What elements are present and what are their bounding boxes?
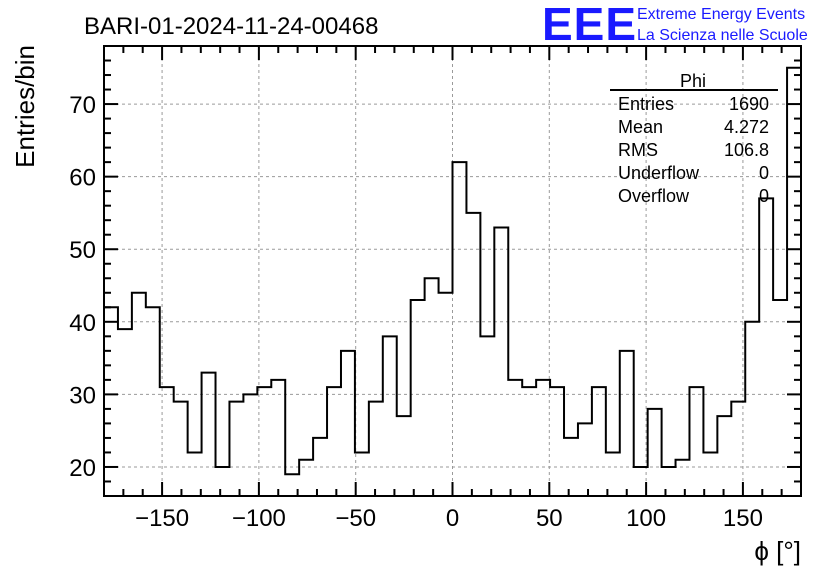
histogram-bin-1 (118, 329, 132, 496)
y-tick-label-3: 50 (69, 237, 96, 264)
histogram-bin-37 (620, 351, 634, 496)
histogram-bin-6 (188, 452, 202, 496)
x-tick-label-3: 0 (446, 505, 459, 532)
project-name-line2: La Scienza nelle Scuole (637, 27, 808, 44)
tick-labels: −150 −100 −50 0 50 100 150 20 30 40 50 60 70 (69, 92, 763, 532)
histogram-bin-32 (550, 387, 564, 496)
histogram-bin-2 (132, 293, 146, 496)
histogram-bin-15 (313, 438, 327, 496)
stats-value-rms: 106.8 (724, 140, 769, 160)
histogram-bin-20 (383, 336, 397, 496)
histogram-bin-34 (578, 423, 592, 496)
stats-value-mean: 4.272 (724, 117, 769, 137)
histogram-bin-9 (229, 402, 243, 496)
histogram-bin-33 (564, 438, 578, 496)
y-tick-label-0: 20 (69, 455, 96, 482)
histogram-bin-19 (369, 402, 383, 496)
stats-value-overflow: 0 (759, 186, 769, 206)
histogram-bin-27 (480, 336, 494, 496)
y-tick-label-1: 30 (69, 382, 96, 409)
histogram-bin-30 (522, 387, 536, 496)
stats-title: Phi (680, 71, 706, 91)
histogram-bin-18 (355, 452, 369, 496)
histogram-bin-22 (411, 300, 425, 496)
histogram-bin-48 (773, 300, 787, 496)
histogram-bin-7 (202, 373, 216, 496)
y-axis-title: Entries/bin (10, 45, 40, 168)
x-tick-label-5: 100 (626, 505, 666, 532)
histogram-bin-12 (271, 380, 285, 496)
chart-title: BARI-01-2024-11-24-00468 (84, 13, 378, 40)
histogram-bin-49 (787, 68, 801, 496)
x-tick-label-6: 150 (723, 505, 763, 532)
x-tick-label-2: −50 (335, 505, 376, 532)
histogram-bin-45 (731, 402, 745, 496)
y-tick-label-2: 40 (69, 310, 96, 337)
histogram-bin-5 (174, 402, 188, 496)
histogram-bin-4 (160, 387, 174, 496)
histogram-bin-41 (676, 460, 690, 496)
histogram-bin-46 (745, 322, 759, 496)
histogram-bin-17 (341, 351, 355, 496)
histogram-series (103, 66, 802, 496)
histogram-bin-31 (536, 380, 550, 496)
histogram-bin-25 (453, 162, 467, 496)
histogram-bin-14 (299, 460, 313, 496)
histogram-bin-35 (592, 387, 606, 496)
histogram-bin-28 (494, 227, 508, 496)
histogram-bin-47 (759, 198, 773, 496)
histogram-bin-11 (257, 387, 271, 496)
x-tick-label-4: 50 (536, 505, 563, 532)
histogram-bin-29 (508, 380, 522, 496)
histogram-bin-24 (439, 293, 453, 496)
histogram-bin-39 (648, 409, 662, 496)
stats-label-underflow: Underflow (618, 163, 700, 183)
histogram-bin-8 (216, 467, 230, 496)
project-name-line1: Extreme Energy Events (637, 6, 805, 23)
histogram-bin-10 (243, 394, 257, 496)
histogram-bin-44 (717, 416, 731, 496)
histogram-bin-42 (689, 387, 703, 496)
stats-value-underflow: 0 (759, 163, 769, 183)
eee-logo: EEE (542, 0, 637, 50)
histogram-bin-26 (466, 213, 480, 496)
histogram-bin-21 (397, 416, 411, 496)
stats-label-rms: RMS (618, 140, 658, 160)
histogram-bin-43 (703, 452, 717, 496)
stats-label-overflow: Overflow (618, 186, 690, 206)
x-axis-title: ϕ [°] (754, 536, 801, 566)
stats-label-entries: Entries (618, 94, 674, 114)
stats-label-mean: Mean (618, 117, 663, 137)
histogram-step-line (103, 66, 802, 496)
y-tick-label-4: 60 (69, 165, 96, 192)
stats-value-entries: 1690 (729, 94, 769, 114)
histogram-bin-23 (425, 278, 439, 496)
histogram-bin-16 (327, 387, 341, 496)
statistics-box: Phi Entries 1690 Mean 4.272 RMS 106.8 Underflo… (610, 71, 778, 206)
x-tick-label-1: −100 (232, 505, 286, 532)
axis-ticks (103, 46, 802, 496)
histogram-bin-40 (662, 467, 676, 496)
y-tick-label-5: 70 (69, 92, 96, 119)
histogram-bin-3 (146, 307, 160, 496)
x-tick-label-0: −150 (135, 505, 189, 532)
